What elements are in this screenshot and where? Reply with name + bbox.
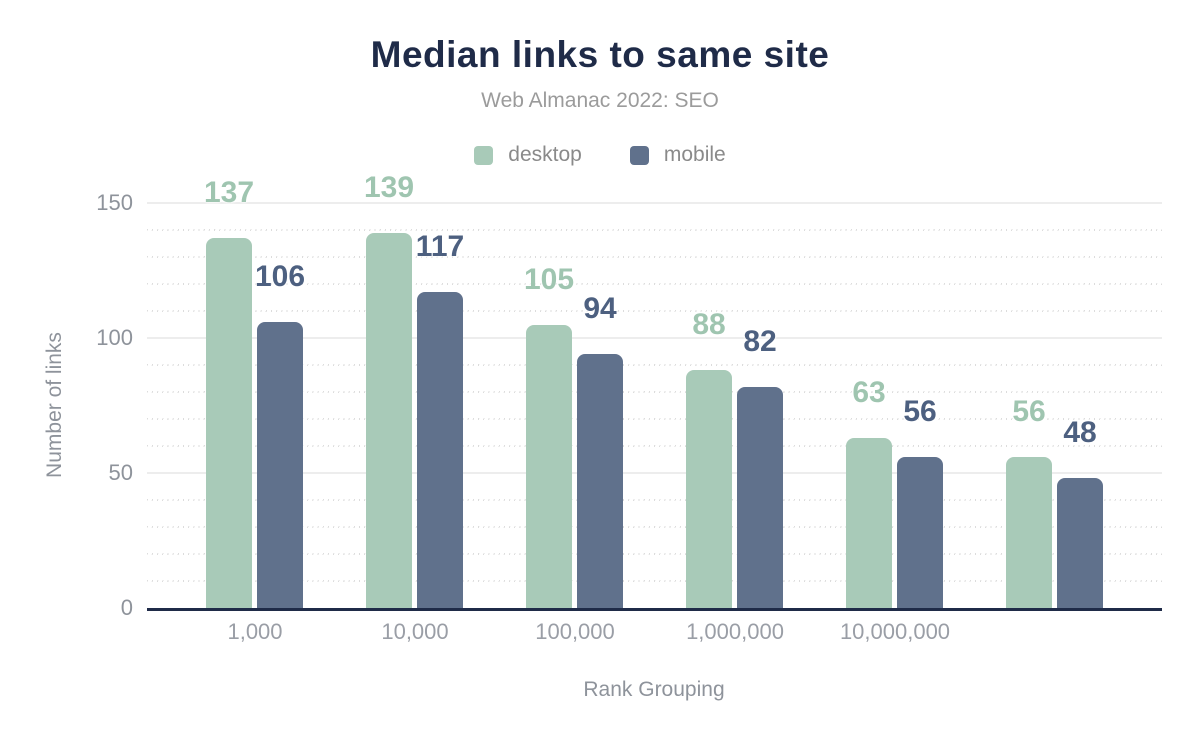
gridline-minor bbox=[147, 310, 1162, 312]
legend-item-desktop[interactable]: desktop bbox=[474, 143, 582, 167]
gridline-major bbox=[147, 202, 1162, 204]
gridline-minor bbox=[147, 499, 1162, 501]
chart-subtitle: Web Almanac 2022: SEO bbox=[481, 89, 719, 112]
bar-label-mobile: 94 bbox=[583, 292, 617, 326]
gridline-major bbox=[147, 337, 1162, 339]
y-tick-label: 100 bbox=[96, 325, 133, 350]
page-title: Median links to same site bbox=[370, 34, 830, 75]
gridline-minor bbox=[147, 283, 1162, 285]
bar-group: 105 94 100,000 bbox=[495, 203, 655, 644]
bar-mobile bbox=[1057, 478, 1103, 608]
x-tick-label: 100,000 bbox=[535, 619, 615, 644]
bar-label-mobile: 82 bbox=[743, 324, 777, 358]
gridline-minor bbox=[147, 580, 1162, 582]
x-tick-label: 10,000,000 bbox=[839, 619, 951, 644]
legend-item-mobile[interactable]: mobile bbox=[629, 143, 726, 167]
plot-area: 0 50 100 150 137 106 1,000 139 117 10,000 105 94 100… bbox=[96, 172, 1162, 644]
bar-group: 139 117 10,000 bbox=[335, 172, 495, 644]
legend-label-mobile: mobile bbox=[663, 143, 726, 166]
gridline-minor bbox=[147, 256, 1162, 258]
desktop-swatch-icon bbox=[474, 145, 494, 165]
bar-mobile bbox=[737, 386, 783, 608]
bar-mobile bbox=[257, 321, 303, 608]
bar-label-desktop: 56 bbox=[1012, 394, 1046, 428]
bar-label-desktop: 137 bbox=[203, 176, 255, 210]
bar-mobile bbox=[417, 292, 463, 608]
gridline-minor bbox=[147, 553, 1162, 555]
gridline-minor bbox=[147, 526, 1162, 528]
bar-mobile bbox=[577, 354, 623, 608]
bar-desktop bbox=[366, 232, 412, 608]
bars-row: 137 106 1,000 139 117 10,000 105 94 100,000 88 82 1… bbox=[175, 172, 1135, 644]
bar-group: 88 82 1,000,000 bbox=[655, 203, 815, 644]
bar-label-mobile: 56 bbox=[903, 394, 937, 428]
x-tick-label: 1,000 bbox=[227, 619, 283, 644]
bar-label-mobile: 48 bbox=[1063, 416, 1097, 450]
legend: desktop mobile bbox=[0, 143, 1200, 167]
gridline-major bbox=[147, 472, 1162, 474]
x-tick-label: 1,000,000 bbox=[686, 619, 784, 644]
bar-label-desktop: 105 bbox=[523, 262, 575, 296]
bar-label-desktop: 63 bbox=[852, 375, 886, 409]
y-axis-title: Number of links bbox=[43, 332, 66, 478]
legend-label-desktop: desktop bbox=[508, 143, 582, 166]
y-tick-label: 0 bbox=[120, 595, 133, 620]
bar-label-mobile: 117 bbox=[415, 230, 465, 264]
gridline-minor bbox=[147, 364, 1162, 366]
gridline-minor bbox=[147, 418, 1162, 420]
x-axis-line bbox=[147, 608, 1162, 611]
gridline-minor bbox=[147, 445, 1162, 447]
bar-desktop bbox=[686, 370, 732, 608]
gridline-minor bbox=[147, 229, 1162, 231]
bar-group: 56 48 bbox=[975, 203, 1135, 608]
mobile-swatch-icon bbox=[629, 145, 649, 165]
x-tick-label: 10,000 bbox=[381, 619, 449, 644]
bar-label-desktop: 139 bbox=[363, 170, 415, 204]
bar-label-desktop: 88 bbox=[692, 308, 726, 342]
bar-desktop bbox=[526, 324, 572, 608]
bar-mobile bbox=[897, 456, 943, 608]
bar-label-mobile: 106 bbox=[254, 259, 306, 293]
y-tick-label: 50 bbox=[108, 460, 133, 485]
bar-desktop bbox=[846, 437, 892, 608]
bar-desktop bbox=[1006, 456, 1052, 608]
y-tick-label: 150 bbox=[96, 190, 133, 215]
bar-group: 137 106 1,000 bbox=[175, 178, 335, 644]
x-axis-title: Rank Grouping bbox=[583, 678, 725, 701]
gridline-minor bbox=[147, 391, 1162, 393]
bar-desktop bbox=[206, 238, 252, 608]
bar-group: 63 56 10,000,000 bbox=[815, 203, 975, 644]
